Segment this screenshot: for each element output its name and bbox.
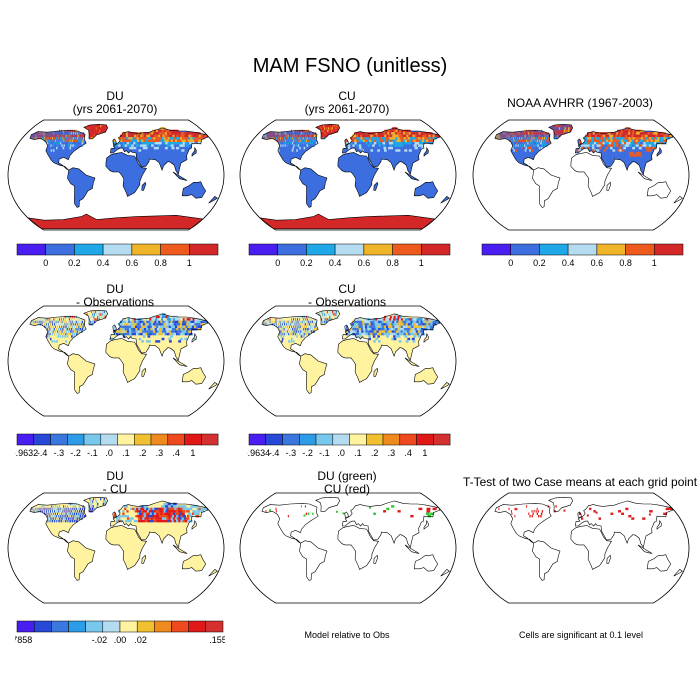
map-ttest (472, 492, 690, 604)
svg-text:.4: .4 (404, 448, 412, 458)
svg-text:0.6: 0.6 (126, 258, 139, 268)
panel-title-model-rel: DU (green) CU (red) (317, 469, 377, 496)
panel-title-du: DU (yrs 2061-2070) (72, 89, 158, 116)
map-du (7, 119, 225, 231)
panel-title-du-obs: DU - Observations (75, 282, 155, 309)
colorbar-du-obs: -.9632-.4 -.3 -.2 -.1 .0 .1 .2 .3 .4 1 (15, 433, 219, 458)
footnote-significance: Cells are significant at 0.1 level (518, 630, 644, 640)
svg-text:.15507: .15507 (209, 635, 225, 645)
panel-title-cu-obs: CU - Observations (307, 282, 387, 309)
svg-text:0: 0 (508, 258, 513, 268)
colorbar-cu: 0 0.2 0.4 0.6 0.8 1 (248, 243, 451, 268)
svg-text:1: 1 (190, 448, 195, 458)
colorbar-du: 0 0.2 0.4 0.6 0.8 1 (16, 243, 219, 268)
svg-text:.0: .0 (337, 448, 345, 458)
svg-text:-.3: -.3 (54, 448, 65, 458)
svg-text:-.02: -.02 (92, 635, 108, 645)
svg-text:0.2: 0.2 (68, 258, 81, 268)
colorbar-obs: 0 0.2 0.4 0.6 0.8 1 (481, 243, 684, 268)
colorbar-cu-obs: -.9634-.4 -.3 -.2 -.1 .0 .1 .2 .3 .4 1 (247, 433, 451, 458)
svg-text:0.4: 0.4 (562, 258, 575, 268)
panel-title-du-cu: DU - CU (102, 469, 128, 496)
svg-text:-.4: -.4 (269, 448, 280, 458)
svg-text:0.8: 0.8 (154, 258, 167, 268)
map-du-cu (7, 492, 225, 604)
footnote-model-relative: Model relative to Obs (304, 630, 390, 640)
map-model-rel (239, 492, 457, 604)
svg-text:1: 1 (652, 258, 657, 268)
panel-title-ttest: T-Test of two Case means at each grid po… (462, 475, 698, 489)
svg-text:0.6: 0.6 (591, 258, 604, 268)
svg-text:.1: .1 (122, 448, 130, 458)
svg-text:-.4: -.4 (37, 448, 48, 458)
svg-text:-.1: -.1 (87, 448, 98, 458)
svg-text:0.8: 0.8 (386, 258, 399, 268)
panel-title-cu: CU (yrs 2061-2070) (304, 89, 390, 116)
svg-text:.02: .02 (134, 635, 147, 645)
svg-text:-.3: -.3 (286, 448, 297, 458)
svg-text:.3: .3 (388, 448, 396, 458)
svg-text:0.2: 0.2 (300, 258, 313, 268)
svg-text:0.4: 0.4 (329, 258, 342, 268)
svg-text:.00: .00 (114, 635, 127, 645)
panel-title-obs: NOAA AVHRR (1967-2003) (507, 96, 653, 110)
svg-text:.0: .0 (105, 448, 113, 458)
svg-text:0.2: 0.2 (533, 258, 546, 268)
svg-text:.2: .2 (139, 448, 147, 458)
svg-text:0: 0 (43, 258, 48, 268)
svg-text:1: 1 (419, 258, 424, 268)
svg-text:1: 1 (187, 258, 192, 268)
svg-text:-.2: -.2 (70, 448, 81, 458)
map-cu (239, 119, 457, 231)
svg-text:0.6: 0.6 (358, 258, 371, 268)
svg-text:-.1: -.1 (319, 448, 330, 458)
map-du-obs (7, 305, 225, 417)
page-title: MAM FSNO (unitless) (252, 55, 448, 77)
svg-text:0: 0 (275, 258, 280, 268)
svg-text:.1: .1 (354, 448, 362, 458)
svg-text:1: 1 (422, 448, 427, 458)
svg-text:-.17858: -.17858 (15, 635, 32, 645)
svg-text:0.8: 0.8 (619, 258, 632, 268)
map-obs (472, 119, 690, 231)
colorbar-du-cu: -.17858 -.02 .00 .02 .15507 (15, 620, 225, 645)
svg-text:0.4: 0.4 (97, 258, 110, 268)
svg-text:-.9634: -.9634 (247, 448, 270, 458)
svg-text:-.9632: -.9632 (15, 448, 38, 458)
map-cu-obs (239, 305, 457, 417)
svg-text:.4: .4 (172, 448, 180, 458)
svg-text:.3: .3 (156, 448, 164, 458)
svg-text:.2: .2 (371, 448, 379, 458)
svg-text:-.2: -.2 (302, 448, 313, 458)
